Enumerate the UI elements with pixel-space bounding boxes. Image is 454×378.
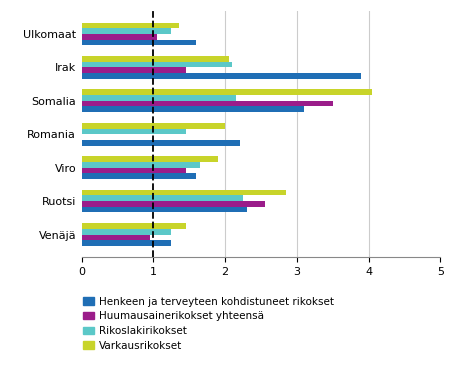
Bar	[82, 95, 236, 101]
Legend: Henkeen ja terveyteen kohdistuneet rikokset, Huumausainerikokset yhteensä, Rikos: Henkeen ja terveyteen kohdistuneet rikok…	[84, 297, 334, 351]
Bar	[82, 234, 150, 240]
Bar	[82, 107, 304, 112]
Bar	[82, 156, 218, 162]
Bar	[82, 56, 229, 62]
Bar	[82, 129, 186, 134]
Bar	[82, 89, 372, 95]
Bar	[82, 195, 243, 201]
Bar	[82, 190, 286, 195]
Bar	[82, 28, 172, 34]
Bar	[82, 167, 186, 173]
Bar	[82, 173, 197, 179]
Bar	[82, 34, 157, 40]
Bar	[82, 207, 247, 212]
Bar	[82, 223, 186, 229]
Bar	[82, 67, 186, 73]
Bar	[82, 201, 265, 207]
Bar	[82, 23, 178, 28]
Bar	[82, 140, 240, 146]
Bar	[82, 229, 172, 234]
Bar	[82, 101, 333, 107]
Bar	[82, 240, 172, 246]
Bar	[82, 73, 361, 79]
Bar	[82, 62, 232, 67]
Bar	[82, 123, 225, 129]
Bar	[82, 40, 197, 45]
Bar	[82, 162, 200, 167]
